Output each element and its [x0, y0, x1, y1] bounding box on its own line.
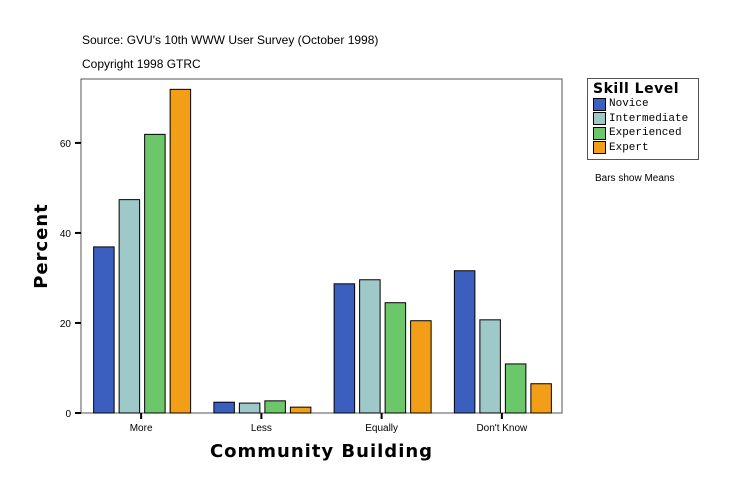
bar-intermediate-more — [118, 199, 141, 414]
bar-intermediate-don-t-know — [479, 319, 501, 414]
bar-expert-less — [289, 406, 312, 414]
bar-expert-don-t-know — [530, 383, 552, 414]
legend-title: Skill Level — [593, 81, 679, 97]
bar-novice-more — [93, 246, 115, 414]
x-tick-label: Equally — [365, 423, 398, 434]
y-axis-label: Percent — [31, 203, 52, 289]
legend-item: Novice — [593, 97, 698, 112]
bar-novice-less — [213, 401, 235, 414]
x-tick-label: Don't Know — [476, 423, 528, 434]
legend: Skill Level Novice Intermediate Experience… — [587, 78, 699, 160]
legend-swatch — [593, 112, 606, 126]
legend-swatch — [593, 97, 606, 111]
bar-experienced-less — [264, 400, 286, 414]
x-axis-label: Community Building — [210, 441, 433, 462]
bar-experienced-equally — [384, 302, 407, 414]
legend-label: Intermediate — [609, 112, 689, 125]
bar-intermediate-equally — [359, 279, 381, 414]
y-tick-label: 20 — [60, 319, 72, 330]
legend-item: Experienced — [593, 126, 698, 141]
copyright-text: Copyright 1998 GTRC — [82, 57, 201, 71]
bar-novice-don-t-know — [453, 270, 476, 414]
legend-item: Expert — [593, 141, 698, 156]
x-tick-label: Less — [251, 423, 272, 434]
bar-experienced-more — [144, 133, 166, 414]
y-tick-label: 40 — [60, 229, 72, 240]
legend-label: Novice — [609, 98, 649, 111]
bar-novice-equally — [333, 283, 356, 414]
legend-label: Expert — [609, 141, 649, 154]
y-tick-label: 0 — [65, 409, 71, 420]
legend-swatch — [593, 141, 606, 155]
legend-item: Intermediate — [593, 112, 698, 127]
bar-experienced-don-t-know — [504, 363, 527, 414]
bar-intermediate-less — [238, 402, 261, 414]
y-tick-label: 60 — [60, 139, 72, 150]
source-text: Source: GVU's 10th WWW User Survey (Octo… — [82, 33, 379, 47]
x-tick-label: More — [130, 423, 153, 434]
legend-swatch — [593, 126, 606, 140]
bar-expert-equally — [410, 320, 432, 414]
bar-expert-more — [169, 88, 192, 414]
bars-note: Bars show Means — [595, 173, 675, 184]
legend-label: Experienced — [609, 127, 682, 140]
